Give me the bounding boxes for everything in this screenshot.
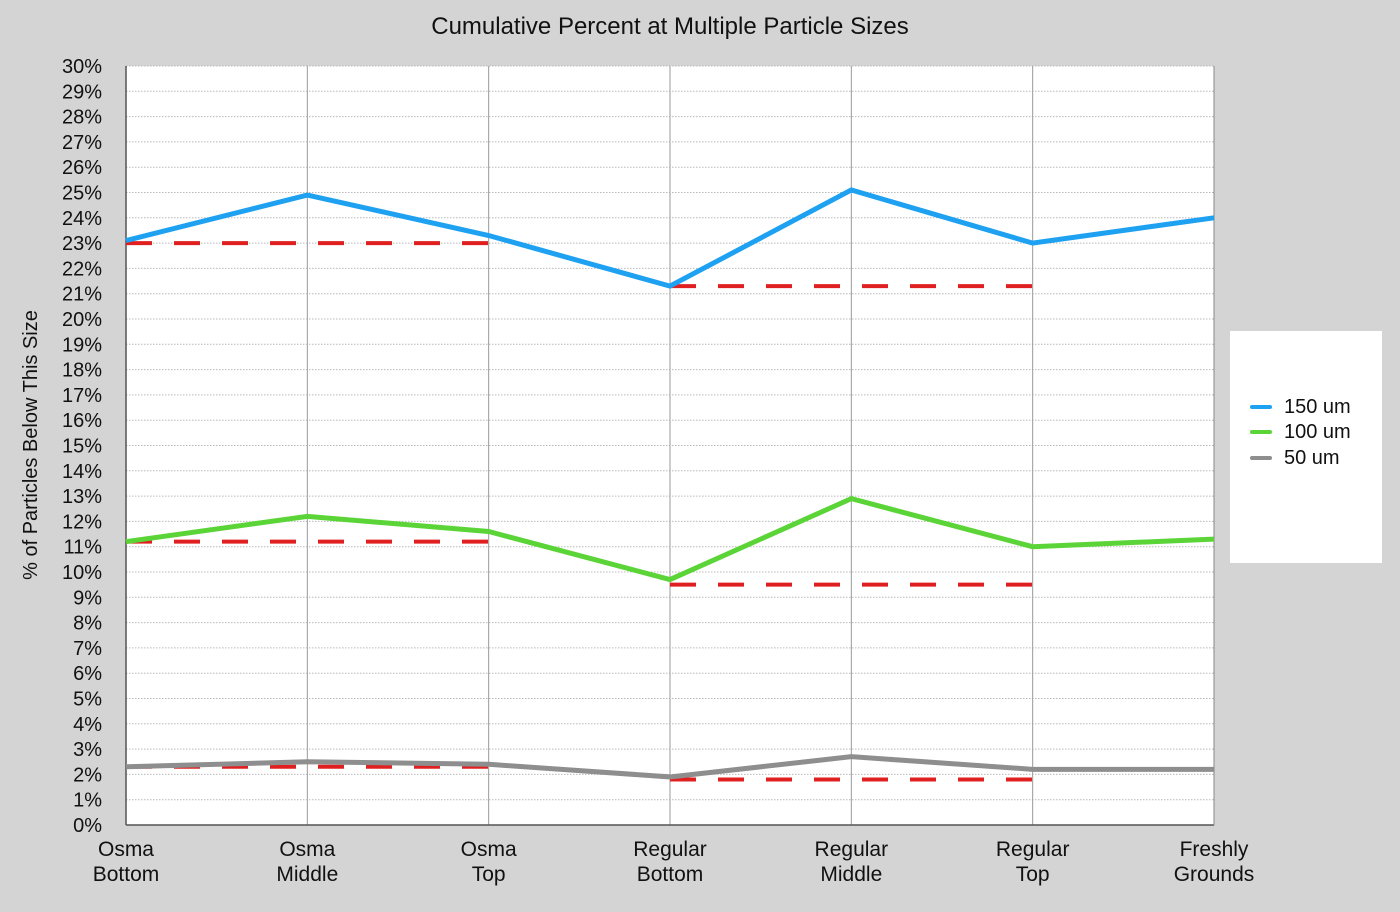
x-tick-label-line: Regular	[633, 838, 707, 861]
legend-swatch-100um	[1250, 430, 1272, 434]
y-tick-label: 10%	[62, 562, 102, 584]
y-tick-label: 15%	[62, 436, 102, 458]
y-tick-label: 11%	[63, 537, 102, 559]
y-tick-label: 20%	[62, 309, 102, 331]
x-tick-label-line: Bottom	[93, 863, 160, 886]
y-tick-label: 1%	[73, 790, 102, 812]
y-tick-label: 12%	[62, 511, 102, 533]
y-tick-label: 9%	[73, 587, 102, 609]
x-tick-label-line: Bottom	[637, 863, 704, 886]
y-tick-label: 3%	[73, 739, 102, 761]
y-tick-label: 7%	[73, 638, 102, 660]
chart-title: Cumulative Percent at Multiple Particle …	[431, 13, 909, 40]
y-tick-label: 4%	[73, 714, 102, 736]
y-tick-label: 2%	[73, 764, 102, 786]
y-axis-label: % of Particles Below This Size	[20, 310, 42, 580]
y-tick-label: 23%	[62, 233, 102, 255]
y-tick-label: 17%	[62, 385, 102, 407]
legend-label-100um: 100 um	[1284, 421, 1351, 444]
y-tick-labels: 0% 1% 2% 3% 4% 5% 6% 7% 8% 9% 10% 11% 12% 13% 14% 15% 16…	[62, 56, 102, 837]
legend-item-100um: 100 um	[1250, 421, 1351, 443]
y-tick-label: 26%	[62, 157, 102, 179]
x-tick-label-line: Middle	[820, 863, 882, 886]
x-tick-label-line: Osma	[461, 838, 517, 861]
y-tick-label: 8%	[73, 613, 102, 635]
x-tick-label-line: Freshly	[1180, 838, 1249, 861]
x-tick-label-line: Osma	[98, 838, 154, 861]
x-tick-label-line: Regular	[996, 838, 1070, 861]
y-tick-label: 29%	[62, 81, 102, 103]
legend-label-150um: 150 um	[1284, 396, 1351, 419]
y-tick-label: 6%	[73, 663, 102, 685]
x-tick-label-line: Top	[1016, 863, 1050, 886]
legend-label-50um: 50 um	[1284, 447, 1340, 470]
y-tick-label: 21%	[62, 284, 102, 306]
x-tick-label-line: Regular	[815, 838, 889, 861]
y-tick-label: 19%	[62, 334, 102, 356]
legend-swatch-50um	[1250, 456, 1272, 460]
y-tick-label: 5%	[73, 689, 102, 711]
legend-swatch-150um	[1250, 405, 1272, 409]
y-tick-label: 27%	[62, 132, 102, 154]
y-tick-label: 13%	[62, 486, 102, 508]
y-tick-label: 28%	[62, 107, 102, 129]
legend-item-150um: 150 um	[1250, 396, 1351, 418]
y-tick-label: 18%	[62, 360, 102, 382]
y-tick-label: 0%	[73, 815, 102, 837]
y-tick-label: 25%	[62, 183, 102, 205]
legend-item-50um: 50 um	[1250, 447, 1340, 469]
x-tick-label-line: Osma	[279, 838, 335, 861]
legend: 150 um 100 um 50 um	[1230, 331, 1382, 563]
y-tick-label: 30%	[62, 56, 102, 78]
y-tick-label: 14%	[62, 461, 102, 483]
y-tick-label: 22%	[62, 258, 102, 280]
x-tick-label-line: Grounds	[1174, 863, 1255, 886]
x-tick-label-line: Middle	[276, 863, 338, 886]
y-tick-label: 16%	[62, 410, 102, 432]
y-tick-label: 24%	[62, 208, 102, 230]
x-tick-label-line: Top	[472, 863, 506, 886]
